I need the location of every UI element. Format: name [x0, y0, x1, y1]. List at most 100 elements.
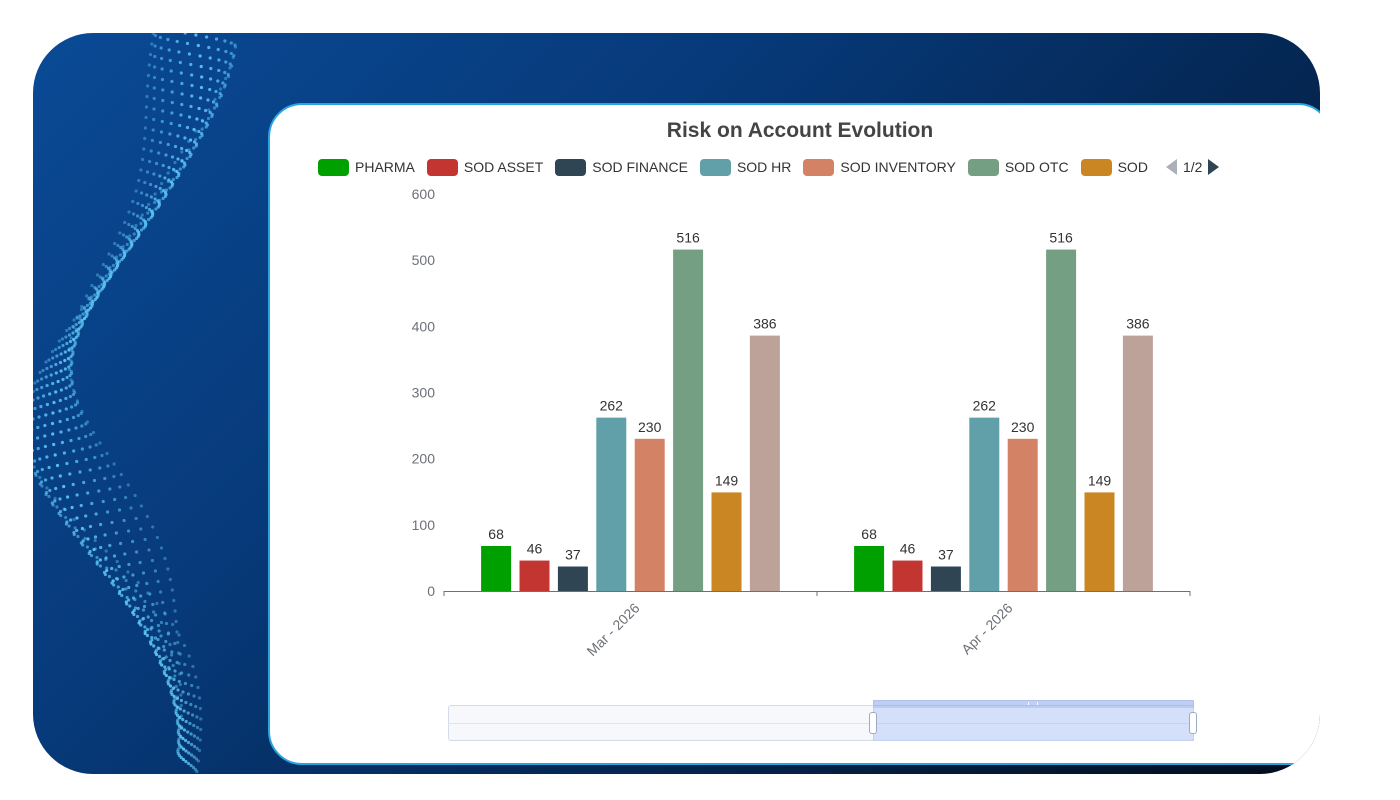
- wave-dot: [63, 507, 67, 512]
- bar-value-label: 46: [900, 541, 916, 557]
- wave-dot: [142, 226, 146, 230]
- wave-dot: [72, 344, 76, 348]
- wave-dot: [170, 100, 174, 105]
- wave-dot: [143, 136, 147, 141]
- wave-dot: [148, 592, 152, 596]
- wave-dot: [70, 382, 74, 386]
- wave-dot: [159, 620, 164, 625]
- wave-dot: [186, 761, 191, 766]
- wave-dot: [173, 641, 177, 646]
- wave-dot: [146, 84, 150, 88]
- wave-dot: [98, 441, 102, 445]
- wave-dot: [171, 177, 175, 182]
- wave-dot: [152, 86, 156, 90]
- wave-dot: [142, 604, 147, 609]
- wave-dot: [99, 522, 103, 527]
- data-zoom-slider[interactable]: [448, 700, 1197, 742]
- legend-item-sod-hr[interactable]: SOD HR: [699, 158, 791, 176]
- wave-dot: [36, 446, 40, 451]
- wave-dot: [139, 623, 143, 627]
- wave-dot: [59, 369, 63, 373]
- wave-dot: [161, 196, 165, 201]
- wave-dot: [83, 536, 87, 541]
- wave-dot: [197, 696, 202, 700]
- wave-dot: [177, 661, 181, 666]
- wave-dot: [149, 642, 153, 646]
- wave-dot: [105, 278, 109, 283]
- data-zoom-right-handle[interactable]: [1189, 712, 1197, 734]
- wave-dot: [100, 282, 104, 287]
- wave-dot: [195, 715, 199, 719]
- wave-dot: [230, 64, 234, 68]
- wave-dot: [124, 587, 128, 591]
- wave-dot: [179, 714, 183, 718]
- wave-dot: [77, 320, 81, 325]
- data-zoom-selected-range[interactable]: [873, 700, 1194, 741]
- wave-dot: [51, 432, 55, 436]
- wave-dot: [195, 746, 199, 751]
- wave-dot: [153, 44, 157, 48]
- wave-dot: [146, 211, 150, 215]
- wave-dot: [134, 223, 138, 228]
- wave-dot: [198, 738, 202, 742]
- wave-dot: [223, 39, 227, 43]
- wave-dot: [65, 341, 69, 346]
- data-zoom-move-bar[interactable]: [873, 700, 1194, 708]
- wave-dot: [68, 394, 72, 399]
- legend-item-sod-inventory[interactable]: SOD INVENTORY: [803, 158, 956, 176]
- wave-dot: [80, 304, 84, 309]
- wave-dot: [67, 428, 71, 432]
- wave-dot: [180, 159, 184, 163]
- legend-item-sod-otc[interactable]: SOD OTC: [967, 158, 1069, 176]
- wave-dot: [135, 236, 139, 241]
- wave-dot: [154, 652, 159, 657]
- wave-dot: [128, 604, 132, 608]
- wave-dot: [112, 474, 116, 479]
- wave-dot: [130, 224, 134, 229]
- wave-dot: [187, 751, 191, 755]
- wave-dot: [158, 174, 162, 178]
- wave-dot: [189, 104, 193, 109]
- legend-item-sod-finance[interactable]: SOD FINANCE: [555, 158, 688, 176]
- wave-dot: [183, 33, 187, 35]
- wave-dot: [53, 499, 57, 503]
- wave-dot: [141, 571, 146, 575]
- wave-dot: [152, 107, 156, 111]
- wave-dot: [187, 52, 191, 56]
- wave-dot: [71, 392, 75, 397]
- wave-dot: [161, 88, 165, 92]
- wave-dot: [121, 587, 125, 592]
- wave-dot: [103, 572, 107, 577]
- legend-next-page-icon[interactable]: [1208, 159, 1220, 175]
- wave-dot: [171, 622, 175, 627]
- wave-dot: [112, 583, 116, 587]
- wave-dot: [40, 377, 44, 381]
- wave-dot: [145, 193, 149, 197]
- wave-dot: [54, 390, 58, 394]
- data-zoom-left-handle[interactable]: [869, 712, 878, 734]
- legend-prev-page-icon[interactable]: [1165, 159, 1177, 175]
- wave-dot: [154, 613, 158, 617]
- wave-dot: [118, 485, 122, 489]
- wave-dot: [208, 87, 212, 92]
- wave-dot: [192, 694, 196, 698]
- wave-dot: [153, 192, 157, 196]
- wave-dot: [206, 98, 210, 102]
- wave-dot: [161, 98, 165, 103]
- wave-dot: [162, 644, 166, 649]
- background-frame: Risk on Account Evolution PHARMA SOD ASSE…: [33, 33, 1320, 774]
- x-tick-label: Mar - 2026: [583, 600, 642, 659]
- wave-dot: [113, 241, 117, 246]
- bar: [673, 249, 704, 591]
- wave-dot: [179, 724, 183, 729]
- wave-dot: [38, 475, 42, 480]
- legend-item-sod[interactable]: SOD: [1080, 158, 1148, 176]
- legend-item-sod-asset[interactable]: SOD ASSET: [426, 158, 543, 176]
- wave-dot: [160, 56, 164, 61]
- wave-dot: [153, 65, 157, 69]
- legend-item-pharma[interactable]: PHARMA: [318, 158, 415, 176]
- wave-dot: [180, 146, 184, 151]
- wave-dot: [216, 79, 220, 83]
- wave-dot: [189, 763, 193, 768]
- bar-value-label: 386: [753, 316, 777, 332]
